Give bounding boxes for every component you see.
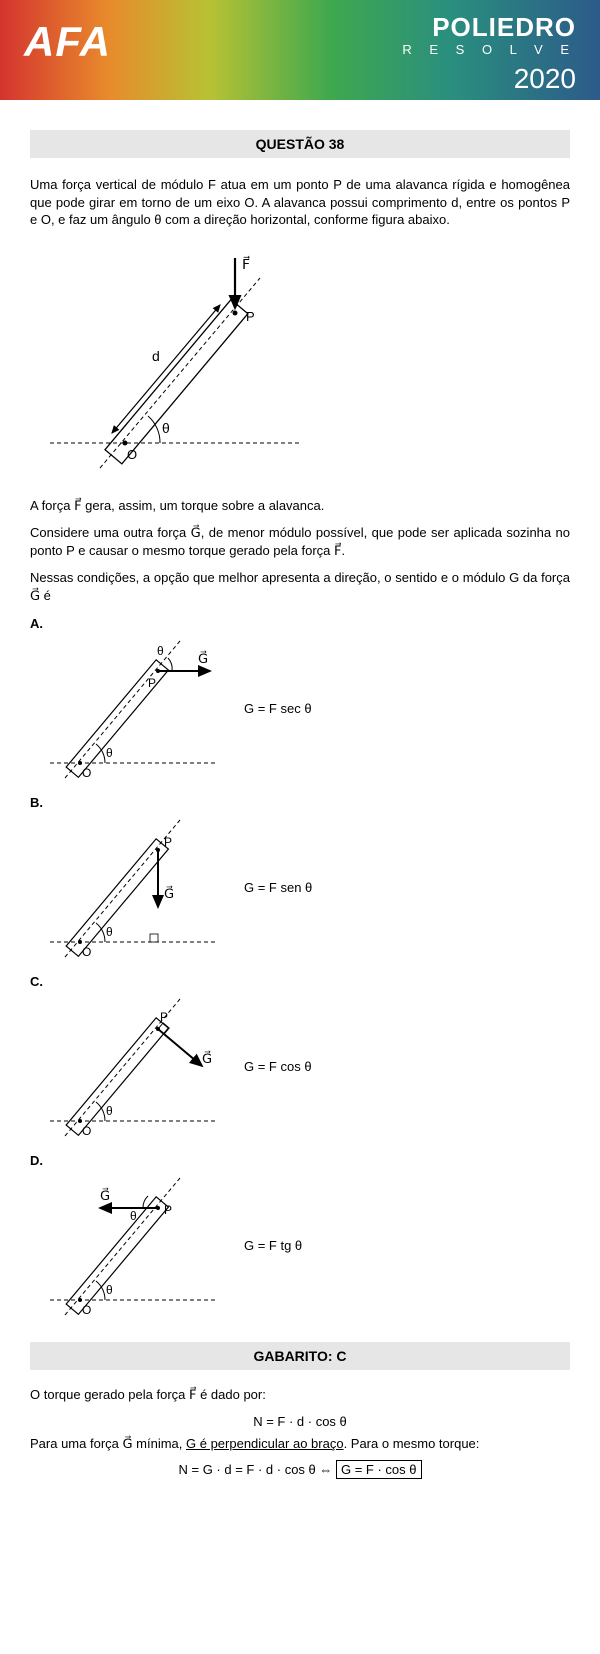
option-d-label: D. [30, 1153, 570, 1168]
answer-eq2-box: G = F · cos θ [336, 1460, 422, 1479]
header-banner: AFA POLIEDRO R E S O L V E 2020 [0, 0, 600, 100]
svg-text:P: P [148, 676, 156, 690]
question-mid2: Considere uma outra força G⃗, de menor m… [30, 524, 570, 559]
option-d-formula: G = F tg θ [244, 1238, 302, 1253]
svg-text:P: P [160, 1010, 168, 1024]
svg-text:P: P [164, 1203, 172, 1217]
option-a-figure: O P G⃗ θ θ [30, 633, 230, 783]
answer-line2a: Para uma força G⃗ mínima, [30, 1436, 186, 1451]
svg-text:θ: θ [130, 1209, 137, 1223]
svg-text:θ: θ [106, 1283, 113, 1297]
exam-name: AFA [24, 18, 111, 66]
option-c: O P G⃗ θ G = F cos θ [30, 991, 570, 1141]
option-a: O P G⃗ θ θ G = F sec θ [30, 633, 570, 783]
answer-eq2-left: N = G · d = F · d · cos θ ⇔ [179, 1462, 337, 1477]
brand-subtitle: R E S O L V E [402, 42, 576, 57]
option-b-formula: G = F sen θ [244, 880, 312, 895]
exam-year: 2020 [402, 63, 576, 95]
label-P: P [246, 309, 255, 324]
answer-title: GABARITO: C [30, 1342, 570, 1370]
answer-line2b: G é perpendicular ao braço [186, 1436, 344, 1451]
option-c-formula: G = F cos θ [244, 1059, 312, 1074]
svg-text:θ: θ [106, 1104, 113, 1118]
svg-text:O: O [82, 766, 91, 780]
svg-text:G⃗: G⃗ [100, 1188, 110, 1203]
svg-text:P: P [164, 835, 172, 849]
answer-line2: Para uma força G⃗ mínima, G é perpendicu… [30, 1435, 570, 1453]
label-F: F⃗ [242, 255, 250, 272]
content-area: QUESTÃO 38 Uma força vertical de módulo … [0, 100, 600, 1513]
question-title: QUESTÃO 38 [30, 130, 570, 158]
answer-eq2: N = G · d = F · d · cos θ ⇔ G = F · cos … [30, 1462, 570, 1477]
label-d: d [152, 348, 160, 364]
svg-text:G⃗: G⃗ [202, 1051, 212, 1066]
svg-text:G⃗: G⃗ [198, 651, 208, 666]
option-c-figure: O P G⃗ θ [30, 991, 230, 1141]
answer-line2c: . Para o mesmo torque: [344, 1436, 480, 1451]
svg-text:G⃗: G⃗ [164, 886, 174, 901]
option-d-figure: O P G⃗ θ θ [30, 1170, 230, 1320]
answer-eq1: N = F · d · cos θ [30, 1414, 570, 1429]
svg-text:O: O [82, 1303, 91, 1317]
label-theta: θ [162, 420, 170, 436]
option-b-figure: O P G⃗ θ [30, 812, 230, 962]
svg-text:θ: θ [106, 746, 113, 760]
question-mid1: A força F⃗ gera, assim, um torque sobre … [30, 497, 570, 515]
option-c-label: C. [30, 974, 570, 989]
option-a-formula: G = F sec θ [244, 701, 312, 716]
option-b: O P G⃗ θ G = F sen θ [30, 812, 570, 962]
option-a-label: A. [30, 616, 570, 631]
label-O: O [127, 447, 137, 462]
main-figure: O P F⃗ d θ [30, 243, 570, 483]
svg-text:O: O [82, 945, 91, 959]
question-mid3: Nessas condições, a opção que melhor apr… [30, 569, 570, 604]
option-d: O P G⃗ θ θ G = F tg θ [30, 1170, 570, 1320]
option-b-label: B. [30, 795, 570, 810]
question-intro: Uma força vertical de módulo F atua em u… [30, 176, 570, 229]
svg-text:θ: θ [157, 644, 164, 658]
svg-text:θ: θ [106, 925, 113, 939]
brand-name: POLIEDRO [402, 14, 576, 40]
header-right: POLIEDRO R E S O L V E 2020 [402, 14, 576, 95]
answer-line1: O torque gerado pela força F⃗ é dado por… [30, 1386, 570, 1404]
svg-text:O: O [82, 1124, 91, 1138]
